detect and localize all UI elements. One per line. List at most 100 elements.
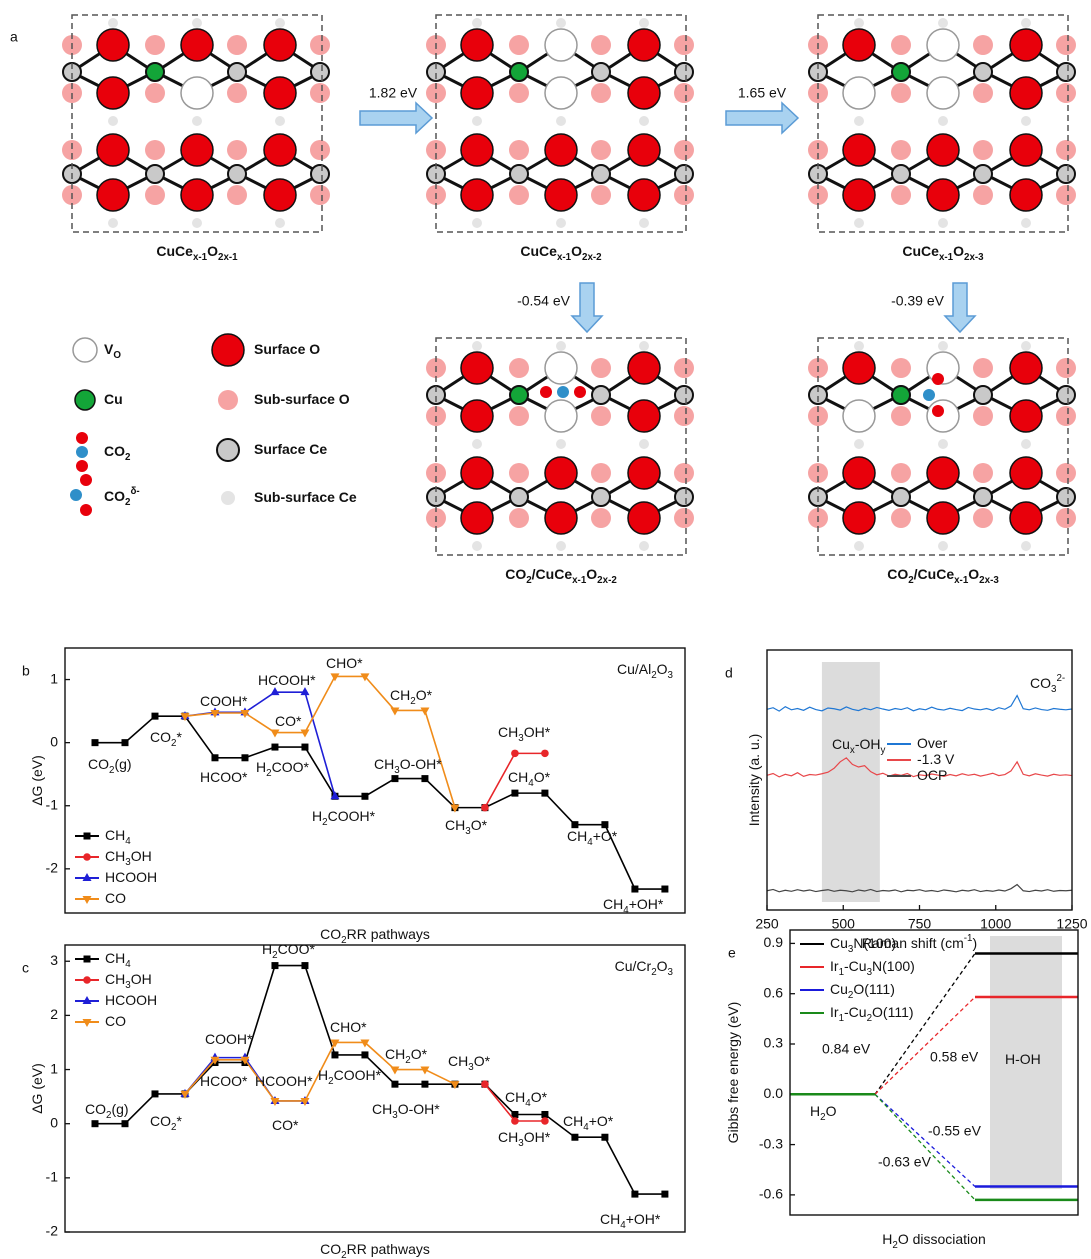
text-segment: Surface Ce (254, 441, 327, 457)
surface-o (181, 134, 213, 166)
text-segment: RR pathways (347, 1241, 430, 1257)
marker (511, 790, 518, 797)
surface-o (97, 77, 129, 109)
surface-o (628, 29, 660, 61)
x-tick-label: 250 (755, 916, 779, 932)
marker (661, 886, 668, 893)
sub-surface-o (591, 463, 611, 483)
legend-label: CO (105, 890, 126, 906)
text-segment: CH (505, 1089, 525, 1105)
sub-surface-o (145, 185, 165, 205)
sub-surface-o (891, 358, 911, 378)
legend-icon (76, 446, 88, 458)
text-segment: CO (105, 1013, 126, 1029)
sub-surface-o (591, 35, 611, 55)
text-segment: OH* (524, 1129, 551, 1145)
text-segment: CO* (272, 1117, 299, 1133)
marker (631, 886, 638, 893)
text-segment: OH* (524, 724, 551, 740)
text-segment: O(111) (872, 1004, 914, 1020)
sub-surface-ce (639, 341, 649, 351)
surface-ce (228, 165, 246, 183)
text-segment: CuCe (156, 243, 193, 259)
surface-o (461, 77, 493, 109)
legend-label: Cu (104, 391, 123, 407)
sub-surface-o (591, 406, 611, 426)
surface-o (264, 29, 296, 61)
surface-ce (592, 165, 610, 183)
marker (301, 962, 308, 969)
text-segment: * (176, 729, 182, 745)
surface-ce (592, 63, 610, 81)
legend-label: Surface O (254, 341, 320, 357)
sub-surface-o (227, 83, 247, 103)
surface-ce (1057, 63, 1075, 81)
sub-surface-o (227, 140, 247, 160)
sub-surface-o (145, 35, 165, 55)
text-segment: O-OH* (398, 1101, 441, 1117)
text-segment: CO (150, 729, 171, 745)
sub-surface-o (674, 358, 694, 378)
text-segment: Ir (830, 1004, 839, 1020)
legend-icon (75, 390, 95, 410)
sub-surface-ce (938, 439, 948, 449)
surface-ce (228, 63, 246, 81)
text-segment: Cu/Al (617, 661, 651, 677)
text-segment: CH (105, 848, 125, 864)
sub-surface-ce (938, 341, 948, 351)
sub-surface-o (674, 406, 694, 426)
sub-surface-ce (556, 18, 566, 28)
sub-surface-o (509, 83, 529, 103)
surface-o (545, 457, 577, 489)
y-tick-label: 0 (50, 733, 58, 749)
surface-o (843, 352, 875, 384)
y-tick-label: 2 (50, 1006, 58, 1022)
text-segment: CO (1030, 675, 1051, 691)
legend-icon (218, 390, 238, 410)
sub-surface-o (973, 358, 993, 378)
marker (541, 1111, 548, 1118)
text-segment: O dissociation (898, 1231, 986, 1247)
y-axis-label: Intensity (a. u.) (746, 734, 762, 827)
text-segment: CH (508, 769, 528, 785)
vacancy (545, 29, 577, 61)
vacancy (843, 77, 875, 109)
marker (391, 1081, 398, 1088)
annotation: HCOO* (200, 1073, 248, 1089)
sub-surface-o (674, 83, 694, 103)
sub-surface-o (973, 406, 993, 426)
surface-o (1010, 134, 1042, 166)
text-segment: +O* (593, 828, 618, 844)
text-segment: CH (105, 827, 125, 843)
text-segment: H (318, 1067, 328, 1083)
text-segment: ΔG (eV) (29, 1063, 45, 1114)
text-segment: 2 (125, 452, 131, 463)
text-segment: Sub-surface Ce (254, 489, 357, 505)
y-axis-label: Gibbs free energy (eV) (725, 1002, 741, 1144)
marker (301, 744, 308, 751)
sub-surface-ce (854, 341, 864, 351)
sub-surface-ce (556, 341, 566, 351)
surface-o (545, 502, 577, 534)
text-segment: Cu (832, 736, 850, 752)
marker (481, 804, 489, 812)
text-segment: CO (85, 1101, 106, 1117)
cu-atom (146, 63, 164, 81)
annotation: CHO* (330, 1019, 367, 1035)
surface-o (181, 179, 213, 211)
y-axis-label: ΔG (eV) (29, 755, 45, 806)
sub-surface-o (891, 508, 911, 528)
text-segment: O (113, 350, 121, 361)
text-segment: COO* (272, 759, 310, 775)
text-segment: H-OH (1005, 1051, 1041, 1067)
sub-surface-ce (472, 218, 482, 228)
marker (121, 1120, 128, 1127)
text-segment: Surface O (254, 341, 320, 357)
text-segment: CHO* (330, 1019, 367, 1035)
legend-icon (217, 439, 239, 461)
text-segment: CO (887, 566, 908, 582)
legend-icon (76, 432, 88, 444)
cu-atom (892, 386, 910, 404)
sub-surface-o (509, 140, 529, 160)
vacancy (181, 77, 213, 109)
